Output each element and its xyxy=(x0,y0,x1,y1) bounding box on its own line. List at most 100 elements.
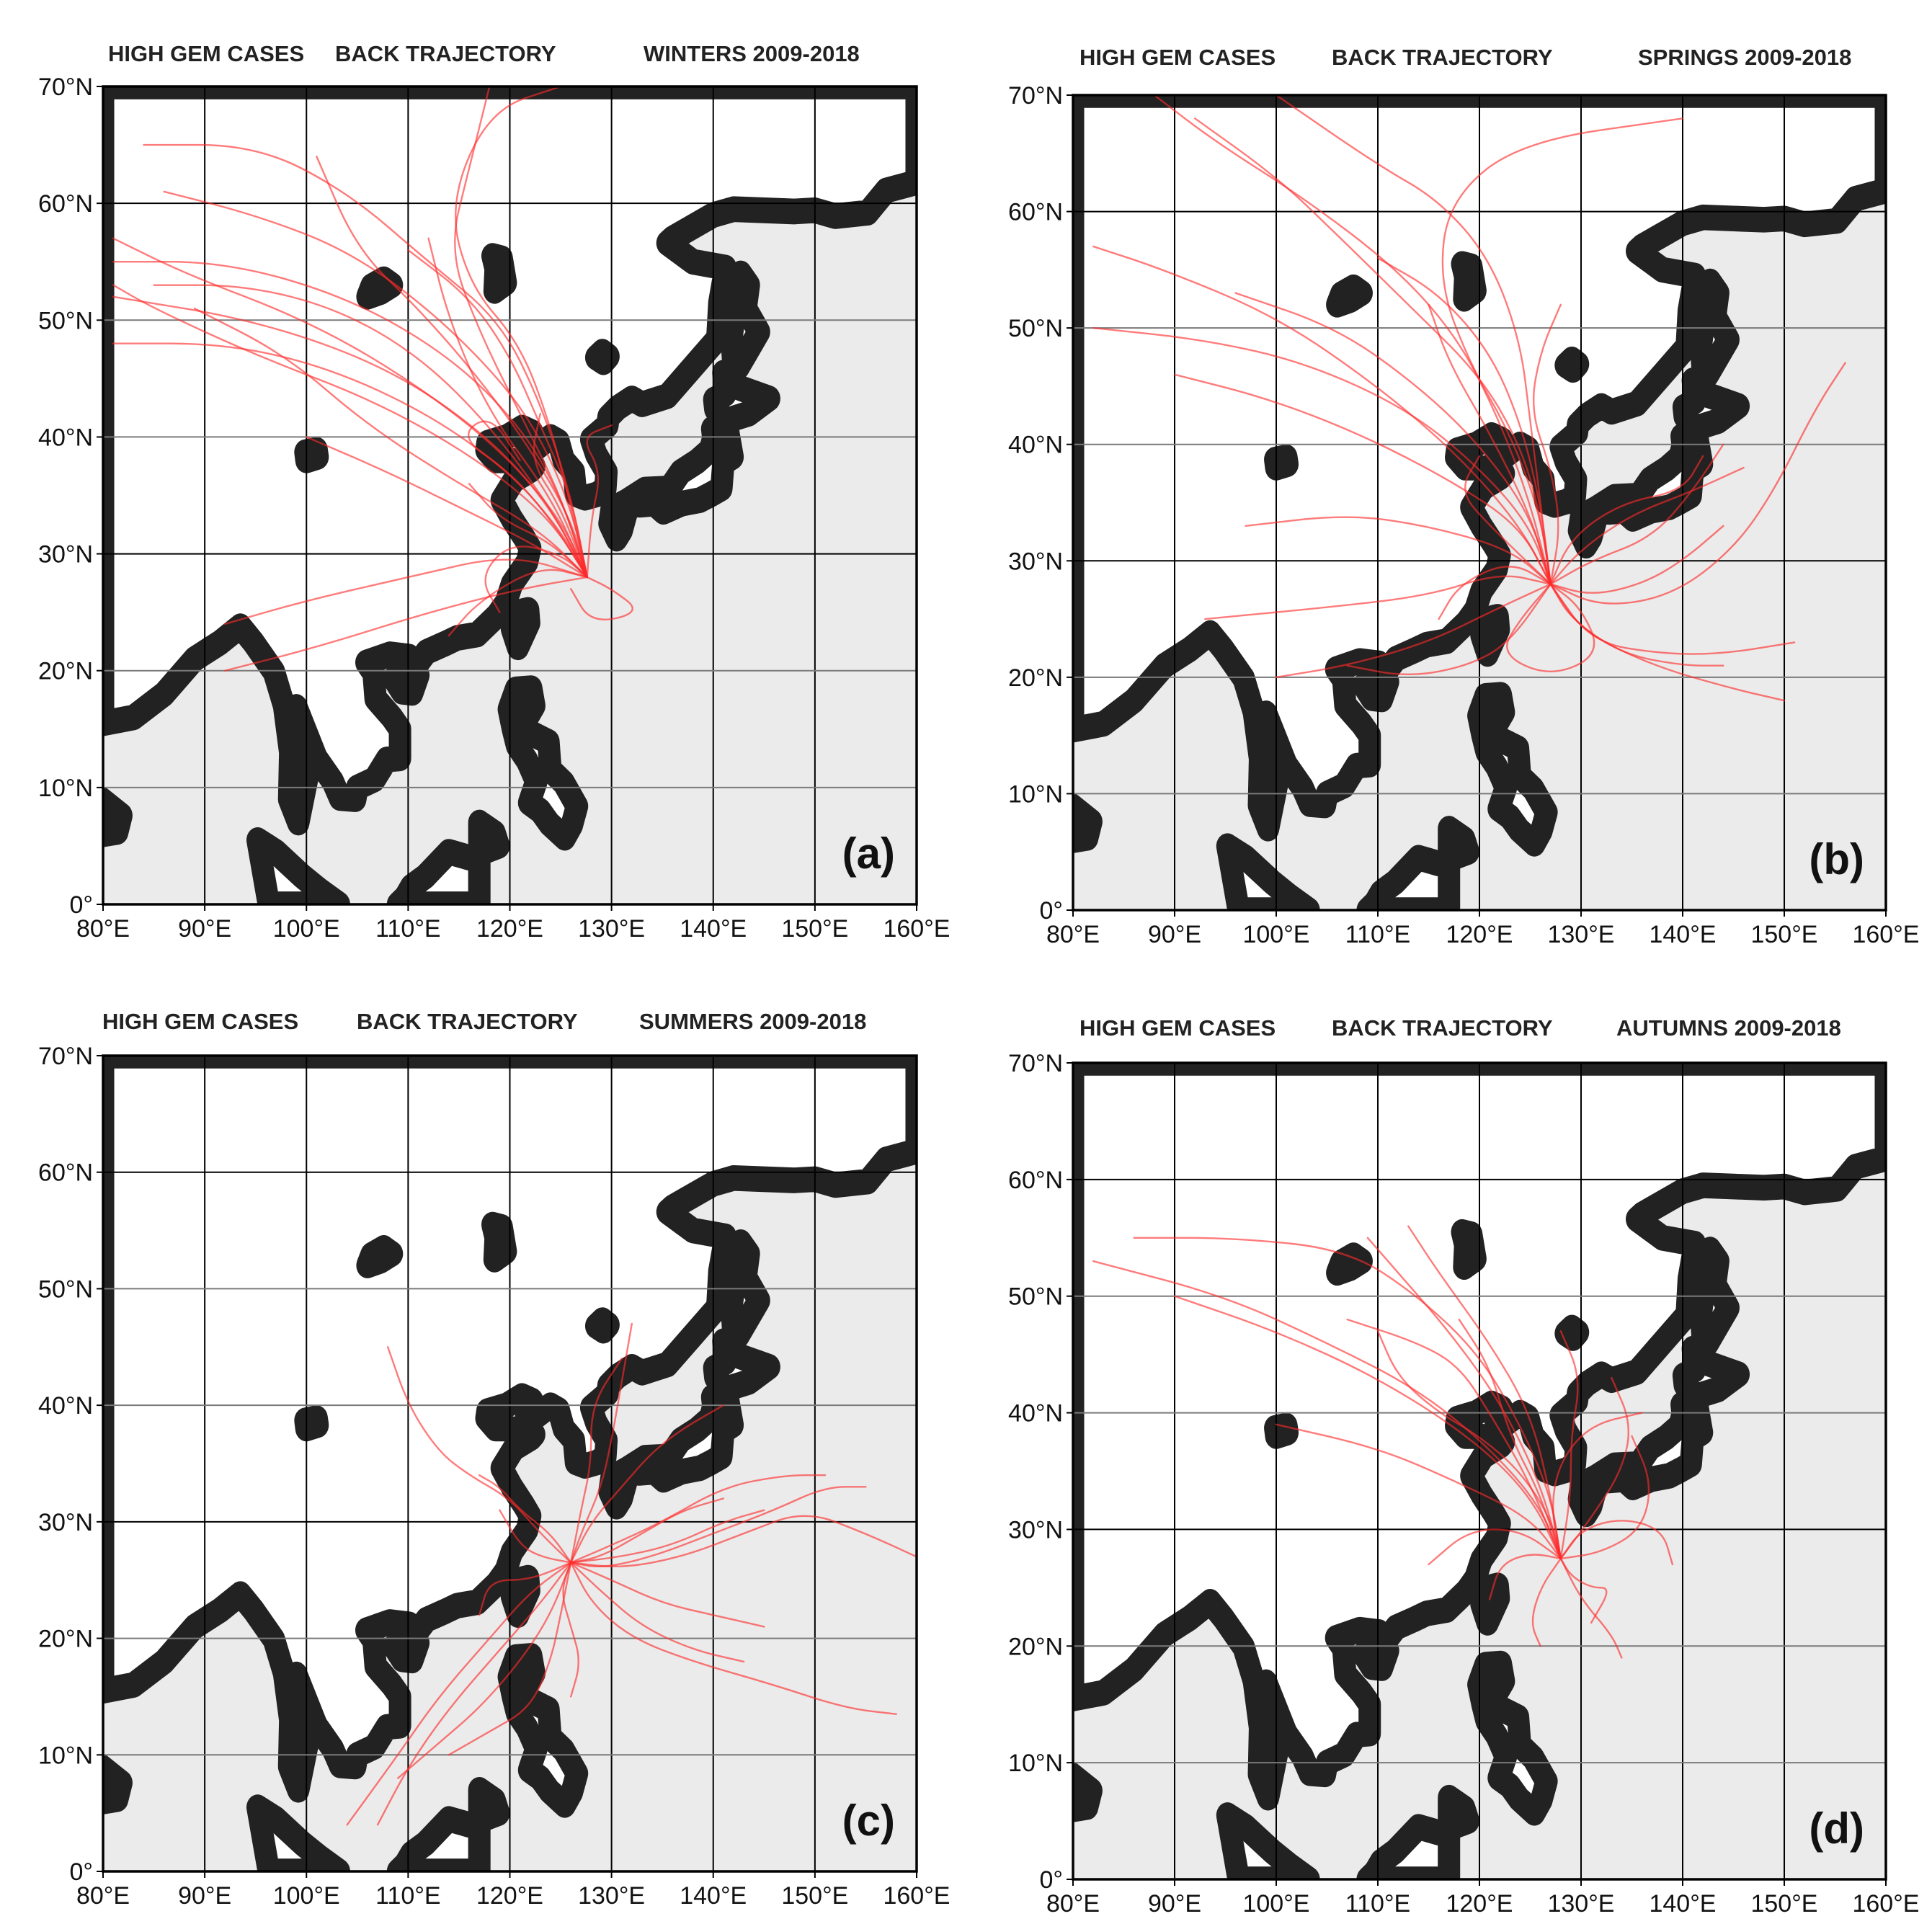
x-tick-label: 110°E xyxy=(375,1882,440,1910)
x-tick-label: 160°E xyxy=(1852,921,1919,948)
trajectory-group xyxy=(1092,95,1846,702)
back-trajectory xyxy=(1173,373,1552,585)
back-trajectory xyxy=(1559,1330,1579,1560)
back-trajectory xyxy=(448,1562,572,1756)
trajectory-group xyxy=(346,1322,917,1826)
back-trajectory xyxy=(455,86,588,579)
map-panel-a: HIGH GEM CASES BACK TRAJECTORY WINTERS 200… xyxy=(38,41,950,943)
x-tick-label: 150°E xyxy=(1750,1890,1817,1918)
back-trajectory xyxy=(1506,583,1595,672)
x-tick-label: 120°E xyxy=(476,1882,543,1910)
y-tick-label: 20°N xyxy=(1008,1633,1063,1660)
x-tick-label: 140°E xyxy=(680,1882,747,1910)
panel-title-part: HIGH GEM CASES xyxy=(108,41,304,66)
y-tick-label: 60°N xyxy=(1008,199,1063,226)
panel-title-part: SPRINGS 2009-2018 xyxy=(1638,45,1851,70)
map-panel-d: HIGH GEM CASES BACK TRAJECTORY AUTUMNS 200… xyxy=(1008,1015,1919,1918)
back-trajectory xyxy=(112,342,588,579)
panel-title-part: HIGH GEM CASES xyxy=(1079,1015,1276,1041)
back-trajectory xyxy=(569,1486,867,1568)
y-tick-label: 20°N xyxy=(1008,664,1063,692)
back-trajectory xyxy=(1549,362,1846,605)
trajectory-group xyxy=(112,86,633,672)
x-tick-label: 140°E xyxy=(1649,1890,1716,1918)
x-tick-label: 100°E xyxy=(273,1882,340,1910)
back-trajectory xyxy=(1533,303,1562,585)
back-trajectory xyxy=(533,412,588,579)
back-trajectory xyxy=(1458,1318,1562,1560)
y-tick-label: 60°N xyxy=(38,1159,93,1187)
x-tick-label: 120°E xyxy=(1446,1890,1513,1918)
x-tick-label: 90°E xyxy=(178,1882,231,1910)
x-tick-label: 160°E xyxy=(883,915,950,943)
back-trajectory xyxy=(569,1404,725,1564)
back-trajectory xyxy=(1275,1423,1562,1560)
back-trajectory xyxy=(1559,1557,1608,1624)
back-trajectory xyxy=(407,249,588,579)
back-trajectory xyxy=(386,1346,572,1564)
panel-title-part: HIGH GEM CASES xyxy=(1079,45,1276,70)
y-tick-label: 50°N xyxy=(38,307,93,334)
panel-label: (b) xyxy=(1809,835,1864,883)
back-trajectory xyxy=(1407,1225,1562,1560)
y-tick-label: 20°N xyxy=(38,1626,93,1653)
x-tick-label: 80°E xyxy=(76,1882,130,1910)
map-area xyxy=(1073,95,1886,910)
back-trajectory xyxy=(1438,566,1552,620)
back-trajectory xyxy=(316,156,588,579)
x-tick-label: 130°E xyxy=(1547,921,1614,948)
back-trajectory xyxy=(1464,455,1552,585)
back-trajectory xyxy=(1275,95,1552,585)
y-tick-label: 50°N xyxy=(38,1275,93,1303)
x-tick-label: 80°E xyxy=(76,915,130,943)
panel-label: (a) xyxy=(842,829,895,878)
panel-title-part: BACK TRAJECTORY xyxy=(357,1009,578,1034)
back-trajectory xyxy=(1275,583,1552,679)
back-trajectory xyxy=(569,1515,917,1568)
y-tick-label: 30°N xyxy=(38,541,93,569)
back-trajectory xyxy=(1559,1435,1650,1560)
x-tick-label: 90°E xyxy=(178,915,231,943)
x-tick-label: 110°E xyxy=(1345,921,1410,948)
back-trajectory xyxy=(478,1562,572,1616)
y-tick-label: 50°N xyxy=(1008,315,1063,342)
back-trajectory xyxy=(1549,455,1704,585)
x-tick-label: 80°E xyxy=(1046,921,1100,948)
x-tick-label: 150°E xyxy=(781,1882,848,1910)
y-tick-label: 40°N xyxy=(38,424,93,451)
back-trajectory xyxy=(448,569,588,637)
x-tick-label: 80°E xyxy=(1046,1890,1100,1918)
panel-title-part: BACK TRAJECTORY xyxy=(335,41,556,66)
x-tick-label: 110°E xyxy=(375,915,440,943)
back-trajectory xyxy=(484,545,588,613)
back-trajectory xyxy=(1153,95,1552,585)
y-tick-label: 0° xyxy=(1039,1866,1063,1894)
back-trajectory xyxy=(478,1474,572,1564)
y-tick-label: 60°N xyxy=(1008,1167,1063,1194)
back-trajectory xyxy=(454,86,588,579)
back-trajectory xyxy=(569,1509,765,1564)
back-trajectory xyxy=(569,1322,633,1564)
back-trajectory xyxy=(1428,1528,1562,1566)
back-trajectory xyxy=(112,237,588,579)
back-trajectory xyxy=(224,558,588,625)
back-trajectory xyxy=(1549,583,1796,655)
x-tick-label: 100°E xyxy=(273,915,340,943)
y-tick-label: 40°N xyxy=(38,1392,93,1420)
back-trajectory xyxy=(306,436,588,579)
panel-title-part: WINTERS 2009-2018 xyxy=(644,41,860,66)
panel-label: (d) xyxy=(1809,1804,1864,1853)
y-tick-label: 10°N xyxy=(38,1742,93,1769)
back-trajectory xyxy=(427,237,588,579)
back-trajectory xyxy=(1531,1557,1562,1647)
back-trajectory xyxy=(163,190,588,579)
panel-title-part: HIGH GEM CASES xyxy=(102,1009,298,1034)
map-panel-c: HIGH GEM CASES BACK TRAJECTORY SUMMERS 200… xyxy=(38,1009,950,1910)
y-tick-label: 10°N xyxy=(1008,1750,1063,1777)
x-tick-label: 160°E xyxy=(883,1882,950,1910)
back-trajectory xyxy=(1346,583,1552,676)
y-tick-label: 70°N xyxy=(38,74,93,101)
y-tick-label: 40°N xyxy=(1008,432,1063,459)
y-tick-label: 70°N xyxy=(38,1043,93,1070)
